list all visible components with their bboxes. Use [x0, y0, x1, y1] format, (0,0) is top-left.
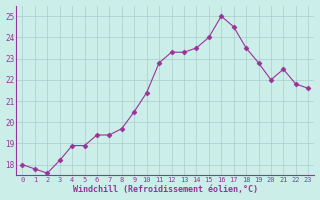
X-axis label: Windchill (Refroidissement éolien,°C): Windchill (Refroidissement éolien,°C): [73, 185, 258, 194]
